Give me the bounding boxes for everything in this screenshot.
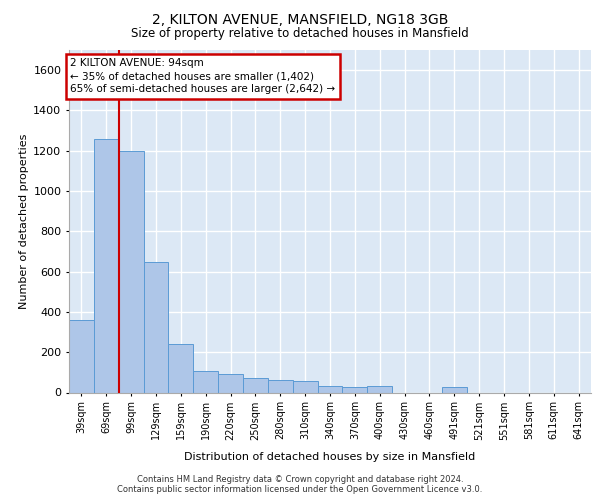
Bar [119, 150, 143, 392]
Y-axis label: Number of detached properties: Number of detached properties [19, 134, 29, 309]
Text: 2, KILTON AVENUE, MANSFIELD, NG18 3GB: 2, KILTON AVENUE, MANSFIELD, NG18 3GB [152, 12, 448, 26]
Bar [143, 262, 169, 392]
Bar [317, 386, 343, 392]
Bar [243, 378, 268, 392]
Bar [218, 374, 243, 392]
Bar [169, 344, 193, 393]
Text: 2 KILTON AVENUE: 94sqm
← 35% of detached houses are smaller (1,402)
65% of semi-: 2 KILTON AVENUE: 94sqm ← 35% of detached… [70, 58, 335, 94]
Bar [193, 372, 218, 392]
Bar [293, 382, 317, 392]
Text: Distribution of detached houses by size in Mansfield: Distribution of detached houses by size … [184, 452, 476, 462]
Text: Size of property relative to detached houses in Mansfield: Size of property relative to detached ho… [131, 28, 469, 40]
Bar [268, 380, 293, 392]
Bar [69, 320, 94, 392]
Bar [94, 138, 119, 392]
Text: Contains HM Land Registry data © Crown copyright and database right 2024.
Contai: Contains HM Land Registry data © Crown c… [118, 474, 482, 494]
Bar [343, 388, 367, 392]
Bar [442, 388, 467, 392]
Bar [367, 386, 392, 392]
